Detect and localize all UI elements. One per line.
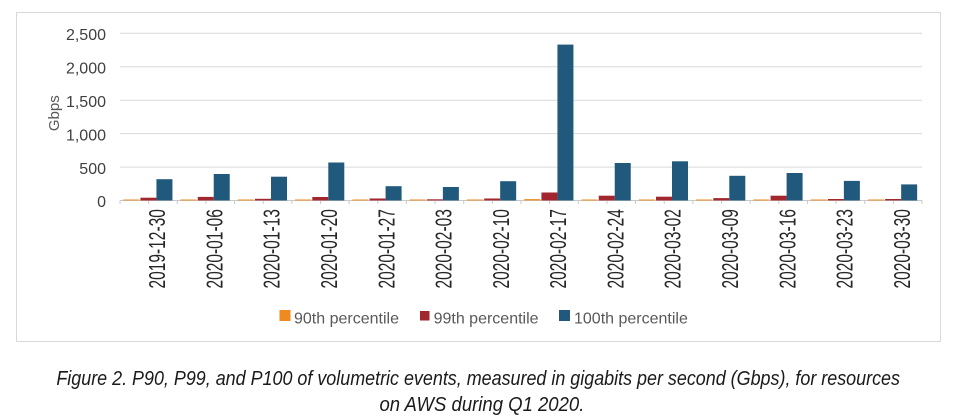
svg-text:1,000: 1,000: [66, 127, 106, 144]
svg-text:2020-02-17: 2020-02-17: [546, 209, 572, 288]
svg-text:90th percentile: 90th percentile: [294, 311, 399, 328]
svg-text:2020-03-09: 2020-03-09: [718, 209, 744, 288]
svg-text:1,500: 1,500: [66, 94, 106, 111]
svg-text:2020-01-27: 2020-01-27: [374, 209, 400, 288]
svg-text:2020-01-06: 2020-01-06: [203, 209, 229, 288]
svg-text:2020-03-30: 2020-03-30: [890, 209, 916, 288]
svg-text:0: 0: [97, 194, 106, 211]
svg-text:2,500: 2,500: [66, 27, 106, 44]
svg-text:100th percentile: 100th percentile: [574, 311, 688, 328]
svg-text:99th percentile: 99th percentile: [434, 311, 539, 328]
svg-text:Gbps: Gbps: [46, 95, 63, 131]
svg-text:2020-01-20: 2020-01-20: [317, 209, 343, 288]
svg-text:2020-03-16: 2020-03-16: [775, 209, 801, 288]
svg-text:2,000: 2,000: [66, 60, 106, 77]
svg-text:500: 500: [79, 161, 106, 178]
svg-text:2020-02-03: 2020-02-03: [432, 209, 458, 288]
svg-text:2020-01-13: 2020-01-13: [260, 209, 286, 288]
svg-text:2020-03-02: 2020-03-02: [661, 209, 687, 288]
svg-text:2020-02-24: 2020-02-24: [604, 209, 630, 288]
svg-text:2019-12-30: 2019-12-30: [145, 209, 171, 288]
svg-text:2020-03-23: 2020-03-23: [833, 209, 859, 288]
svg-text:2020-02-10: 2020-02-10: [489, 209, 515, 288]
